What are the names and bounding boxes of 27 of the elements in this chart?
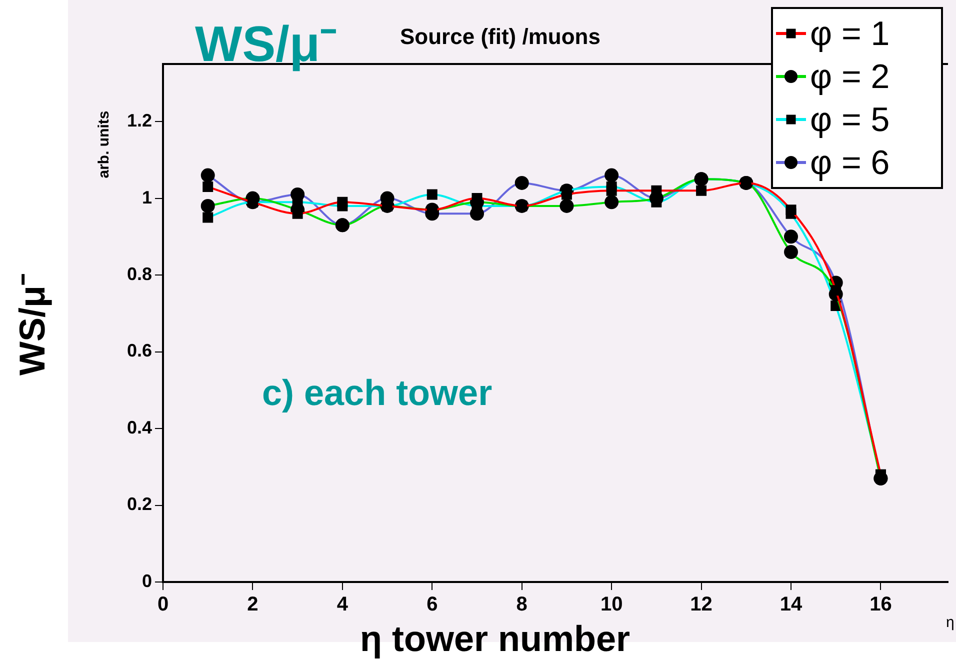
x-tick-label: 16 <box>870 594 892 616</box>
y-tick-label: 1.2 <box>126 110 152 131</box>
x-axis-title: η tower number <box>360 618 630 660</box>
y-tick-label: 0.4 <box>126 417 152 438</box>
chart-title: Source (fit) /muons <box>400 24 600 50</box>
legend-label: φ = 2 <box>810 58 890 96</box>
text: arb. units <box>95 110 112 178</box>
x-tick-label: 14 <box>780 594 803 616</box>
x-tick-label: 12 <box>690 594 712 616</box>
x-tick-label: 6 <box>426 594 438 616</box>
x-tick-label: 2 <box>247 594 258 616</box>
x-tick-label: 10 <box>600 594 623 616</box>
x-tick-label: 4 <box>336 594 349 616</box>
legend-label: φ = 1 <box>810 14 890 53</box>
legend-label: φ = 6 <box>810 144 890 182</box>
y-tick-label: 0.8 <box>126 264 152 284</box>
x-tick-label: 8 <box>516 594 528 616</box>
legend-label: φ = 5 <box>810 100 890 139</box>
y-axis-title: WS/μ⁻ <box>10 273 54 376</box>
annotation: c) each tower <box>262 372 492 414</box>
annotation: WS/μ⁻ <box>195 15 338 74</box>
x-tick-label: 0 <box>157 594 169 616</box>
y-tick-label: 0.6 <box>126 340 152 361</box>
y-tick-label: 1 <box>142 187 152 208</box>
y-tick-label: 0.2 <box>126 494 152 514</box>
text: η <box>946 614 954 631</box>
y-tick-label: 0 <box>142 570 152 591</box>
